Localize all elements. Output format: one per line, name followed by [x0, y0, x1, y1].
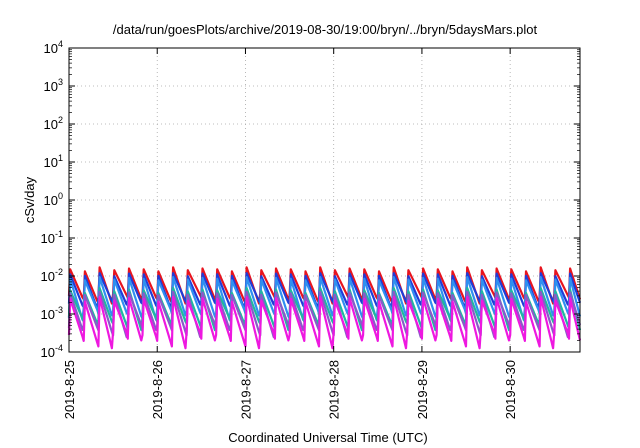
chart-title: /data/run/goesPlots/archive/2019-08-30/1…	[113, 22, 538, 37]
y-tick-label: 10-2	[41, 267, 63, 284]
y-tick-label: 104	[44, 39, 63, 56]
y-tick-label: 103	[44, 77, 63, 94]
x-axis-label: Coordinated Universal Time (UTC)	[228, 430, 427, 445]
y-tick-label: 10-4	[41, 343, 63, 360]
y-tick-label: 10-1	[41, 229, 63, 246]
x-tick-label: 2019-8-28	[327, 360, 342, 419]
y-tick-label: 102	[44, 115, 63, 132]
x-tick-labels: 2019-8-25 2019-8-26 2019-8-27 2019-8-28 2019…	[62, 360, 518, 419]
grid-lines	[69, 48, 580, 352]
y-tick-label: 101	[44, 153, 63, 170]
y-axis-label: cSv/day	[22, 176, 37, 223]
x-tick-label: 2019-8-25	[62, 360, 77, 419]
x-tick-label: 2019-8-26	[150, 360, 165, 419]
y-tick-labels: 10-4 10-3 10-2 10-1 100 101 102 103 104	[41, 39, 63, 360]
x-tick-label: 2019-8-30	[503, 360, 518, 419]
series-layer	[67, 266, 582, 350]
y-tick-label: 10-3	[41, 305, 63, 322]
y-tick-label: 100	[44, 191, 63, 208]
x-tick-label: 2019-8-29	[415, 360, 430, 419]
x-tick-label: 2019-8-27	[238, 360, 253, 419]
ticks	[68, 47, 580, 353]
series-line-6	[67, 295, 582, 350]
